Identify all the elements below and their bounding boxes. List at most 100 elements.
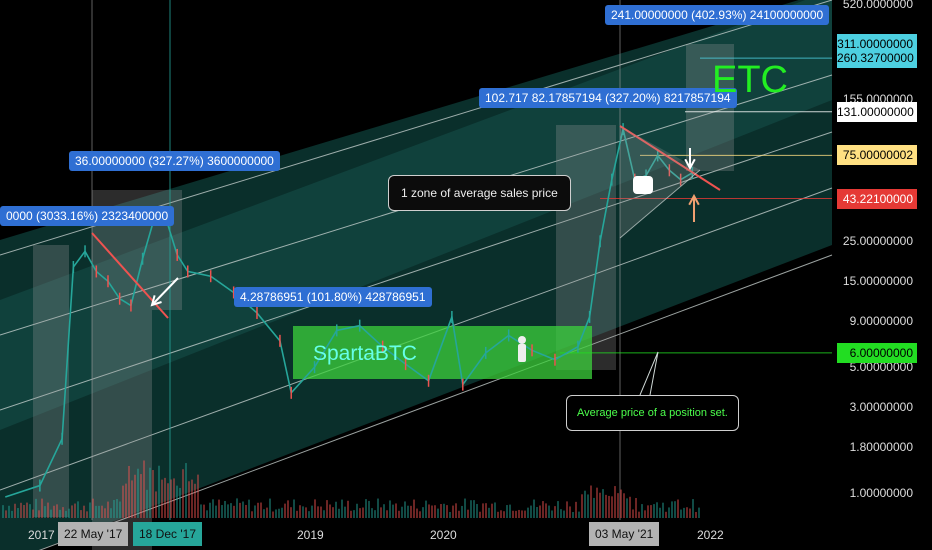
price-marker: 131.00000000 (837, 101, 917, 122)
accumulation-zone (293, 326, 592, 379)
watermark-text: SpartaBTC (313, 342, 417, 365)
volume-bar (167, 483, 169, 518)
volume-bar (251, 511, 253, 518)
volume-bar (176, 485, 178, 518)
volume-bar (14, 503, 16, 518)
volume-bar (413, 499, 415, 518)
volume-bar (131, 480, 133, 518)
volume-bar (347, 500, 349, 518)
person-icon-head (518, 336, 526, 344)
volume-bar (269, 498, 271, 518)
volume-bar (143, 460, 145, 518)
volume-bar (548, 505, 550, 518)
volume-bar (224, 500, 226, 518)
volume-bar (620, 489, 622, 518)
measure-box (92, 190, 152, 550)
volume-bar (485, 503, 487, 518)
volume-bar (536, 506, 538, 518)
volume-bar (158, 465, 160, 518)
volume-bar (521, 510, 523, 518)
y-tick-label: 1.00000000 (849, 486, 913, 500)
volume-bar (455, 503, 457, 518)
volume-bar (338, 508, 340, 518)
volume-bar (386, 510, 388, 518)
volume-bar (68, 508, 70, 518)
volume-bar (371, 508, 373, 518)
volume-bar (596, 487, 598, 518)
volume-bar (539, 505, 541, 518)
volume-bar (503, 511, 505, 518)
volume-bar (299, 505, 301, 518)
volume-bar (533, 499, 535, 518)
volume-bar (605, 494, 607, 518)
volume-bar (434, 505, 436, 518)
volume-bar (671, 501, 673, 518)
volume-bar (626, 498, 628, 518)
volume-bar (35, 498, 37, 518)
volume-bar (638, 511, 640, 518)
volume-bar (215, 505, 217, 518)
volume-bar (266, 507, 268, 518)
y-tick-label: 25.00000000 (842, 234, 913, 249)
volume-bar (197, 474, 199, 518)
measure-label-target: 241.00000000 (402.93%) 24100000000 (605, 5, 830, 25)
volume-bar (476, 504, 478, 518)
volume-bar (602, 489, 604, 518)
y-tick-label: 3.00000000 (849, 400, 913, 415)
volume-bar (581, 494, 583, 518)
volume-bar (689, 508, 691, 518)
volume-bar (341, 499, 343, 518)
channel-line (38, 254, 833, 550)
volume-bar (431, 505, 433, 518)
volume-bar (107, 501, 109, 518)
volume-bar (101, 505, 103, 518)
volume-bar (350, 510, 352, 518)
volume-bar (560, 509, 562, 518)
volume-bar (545, 503, 547, 518)
volume-bar (629, 496, 631, 518)
volume-bar (659, 507, 661, 518)
price-marker: 75.00000002 (837, 145, 917, 166)
volume-bar (680, 509, 682, 518)
volume-bar (677, 499, 679, 518)
volume-bar (665, 511, 667, 518)
note-pointer (639, 351, 659, 396)
volume-bar (17, 508, 19, 518)
volume-bar (71, 505, 73, 518)
volume-bar (683, 507, 685, 518)
volume-bar (395, 503, 397, 518)
volume-bar (674, 501, 676, 518)
volume-bar (26, 502, 28, 518)
volume-bar (590, 485, 592, 518)
volume-bar (482, 503, 484, 518)
sales-zone-note: 1 zone of average sales price (388, 175, 571, 211)
volume-bar (275, 509, 277, 518)
volume-bar (632, 509, 634, 518)
volume-bar (218, 499, 220, 518)
volume-bar (608, 495, 610, 518)
volume-bar (113, 499, 115, 518)
measure-label-2019: 4.28786951 (101.80%) 428786951 (234, 287, 432, 307)
volume-bar (398, 510, 400, 518)
volume-bar (230, 503, 232, 518)
volume-bar (401, 506, 403, 518)
volume-bar (623, 493, 625, 518)
volume-bar (200, 504, 202, 518)
volume-bar (23, 505, 25, 518)
volume-bar (29, 504, 31, 518)
volume-bar (551, 510, 553, 518)
volume-bar (56, 504, 58, 518)
volume-bar (281, 507, 283, 518)
volume-bar (302, 506, 304, 518)
measure-label-2021: 102.717 82.17857194 (327.20%) 8217857194 (479, 88, 737, 108)
volume-bar (332, 507, 334, 518)
volume-bar (209, 502, 211, 518)
measure-label-2018: 36.00000000 (327.27%) 3600000000 (69, 151, 280, 171)
volume-bar (296, 510, 298, 518)
arrow-up-icon-head (688, 193, 700, 206)
x-tick-label: 2020 (430, 528, 457, 542)
measure-label-2017: 0000 (3033.16%) 2323400000 (0, 206, 175, 226)
y-tick-label: 5.00000000 (849, 360, 913, 375)
y-tick-label: 520.0000000 (842, 0, 913, 11)
volume-bar (695, 511, 697, 518)
